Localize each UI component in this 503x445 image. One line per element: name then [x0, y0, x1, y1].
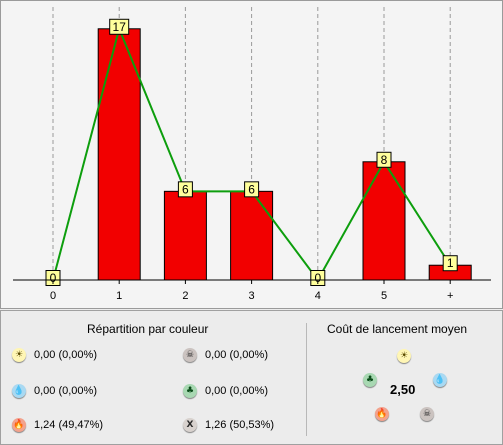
red-mana-icon: 🔥	[12, 418, 26, 432]
average-cost-value: 2,50	[390, 382, 416, 397]
x-tick-label-3: 3	[249, 290, 255, 302]
data-label-1: 17	[113, 20, 127, 34]
data-label-+: 1	[447, 256, 454, 270]
white-value: 0,00 (0,00%)	[34, 349, 97, 361]
x-tick-label-5: 5	[381, 290, 387, 302]
data-label-box	[45, 270, 61, 286]
color-row-colorless: X 1,26 (50,53%)	[183, 415, 274, 435]
green-mana-icon: ♣	[183, 384, 197, 398]
data-label-2: 6	[182, 182, 189, 196]
data-label-0: 0	[50, 271, 57, 285]
bar-5	[362, 161, 406, 281]
blue-mana-icon: 💧	[433, 373, 447, 387]
data-label-3: 6	[248, 182, 255, 196]
average-cost-title: Coût de lancement moyen	[327, 322, 468, 336]
data-label-box	[310, 270, 326, 286]
mana-curve-chart-panel: 0 17 6 6 0 8 1 0 1 2 3 4 5 +	[0, 0, 503, 309]
data-label-5: 8	[381, 153, 388, 167]
data-label-box	[442, 255, 458, 272]
x-tick-label-1: 1	[116, 290, 122, 302]
black-mana-icon: ☠	[420, 407, 434, 421]
colorless-value: 1,26 (50,53%)	[205, 419, 275, 431]
white-mana-icon: ☀	[12, 348, 26, 362]
color-row-black: ☠ 0,00 (0,00%)	[183, 345, 268, 365]
color-row-red: 🔥 1,24 (49,47%)	[12, 415, 103, 435]
data-label-box	[177, 181, 193, 198]
green-mana-icon: ♣	[363, 373, 377, 387]
color-distribution-title: Répartition par couleur	[87, 322, 209, 336]
data-label-4: 0	[314, 271, 321, 285]
x-tick-label-+: +	[447, 290, 453, 302]
color-row-white: ☀ 0,00 (0,00%)	[12, 345, 97, 365]
white-mana-icon: ☀	[397, 349, 411, 363]
data-label-box	[109, 18, 130, 35]
red-value: 1,24 (49,47%)	[34, 419, 104, 431]
section-divider	[306, 323, 307, 436]
data-label-box	[376, 151, 392, 168]
x-tick-label-0: 0	[50, 290, 56, 302]
colorless-mana-icon: X	[183, 418, 197, 432]
color-row-green: ♣ 0,00 (0,00%)	[183, 381, 268, 401]
data-label-box	[244, 181, 260, 198]
green-value: 0,00 (0,00%)	[205, 385, 268, 397]
bar-2	[163, 190, 207, 281]
red-mana-icon: 🔥	[375, 407, 389, 421]
statistics-panel: Répartition par couleur ☀ 0,00 (0,00%) ☠…	[0, 310, 503, 445]
x-tick-label-2: 2	[182, 290, 188, 302]
color-row-blue: 💧 0,00 (0,00%)	[12, 381, 97, 401]
blue-mana-icon: 💧	[12, 384, 26, 398]
x-tick-label-4: 4	[315, 290, 321, 302]
black-mana-icon: ☠	[183, 348, 197, 362]
black-value: 0,00 (0,00%)	[205, 349, 268, 361]
blue-value: 0,00 (0,00%)	[34, 385, 97, 397]
mana-curve-chart: 0 17 6 6 0 8 1 0 1 2 3 4 5 +	[13, 7, 491, 302]
bar-3	[230, 190, 274, 281]
